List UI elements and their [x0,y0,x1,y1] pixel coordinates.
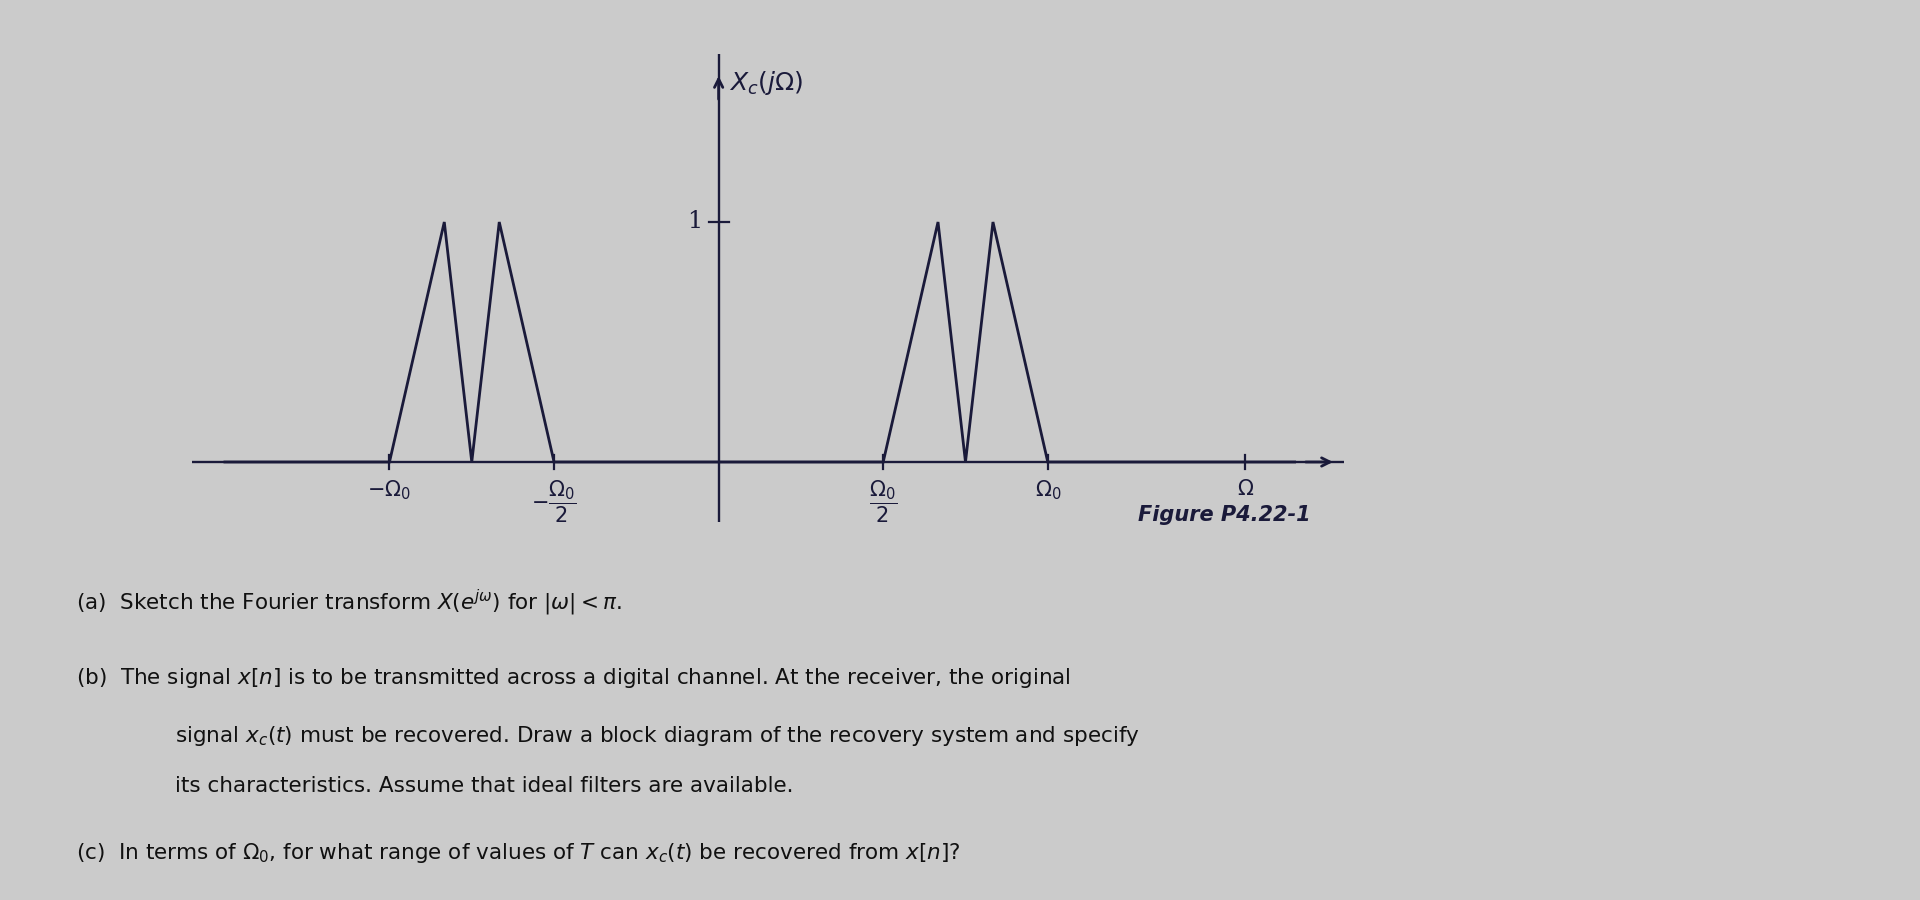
Text: signal $x_c(t)$ must be recovered. Draw a block diagram of the recovery system a: signal $x_c(t)$ must be recovered. Draw … [175,724,1140,748]
Text: $-\Omega_0$: $-\Omega_0$ [367,479,411,502]
Text: $\dfrac{\Omega_0}{2}$: $\dfrac{\Omega_0}{2}$ [870,479,897,525]
Text: its characteristics. Assume that ideal filters are available.: its characteristics. Assume that ideal f… [175,776,793,796]
Text: (b)  The signal $x[n]$ is to be transmitted across a digital channel. At the rec: (b) The signal $x[n]$ is to be transmitt… [75,666,1071,689]
Text: (c)  In terms of $\Omega_0$, for what range of values of $T$ can $x_c(t)$ be rec: (c) In terms of $\Omega_0$, for what ran… [75,841,960,865]
Text: Figure P4.22-1: Figure P4.22-1 [1139,505,1311,526]
Text: $\Omega_0$: $\Omega_0$ [1035,479,1062,502]
Text: 1: 1 [687,211,703,233]
Text: (a)  Sketch the Fourier transform $X(e^{j\omega})$ for $|\omega| < \pi$.: (a) Sketch the Fourier transform $X(e^{j… [75,588,622,618]
Text: $\Omega$: $\Omega$ [1236,479,1254,499]
Text: $X_c(j\Omega)$: $X_c(j\Omega)$ [728,68,803,97]
Text: $-\dfrac{\Omega_0}{2}$: $-\dfrac{\Omega_0}{2}$ [532,479,576,525]
